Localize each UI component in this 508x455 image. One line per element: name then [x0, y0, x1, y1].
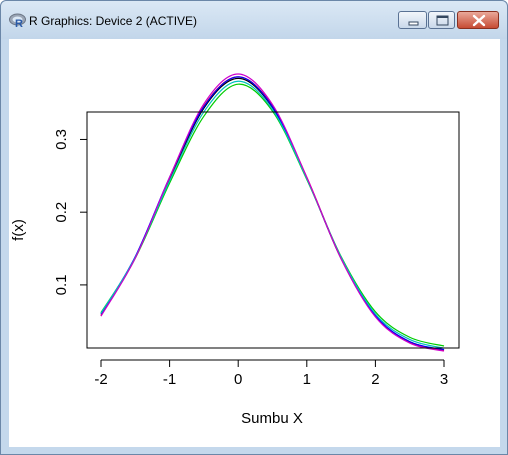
- x-tick-label: 0: [234, 371, 242, 388]
- maximize-icon: [436, 15, 449, 26]
- density-curve-2: [100, 76, 445, 351]
- window-title: R Graphics: Device 2 (ACTIVE): [29, 14, 198, 28]
- density-curve-6: [100, 73, 445, 352]
- density-curve-3: [100, 83, 445, 347]
- minimize-button[interactable]: [398, 11, 427, 29]
- svg-text:R: R: [15, 18, 23, 28]
- close-button[interactable]: [457, 11, 499, 29]
- y-tick-label: 0.1: [53, 274, 70, 295]
- title-bar[interactable]: R R Graphics: Device 2 (ACTIVE): [1, 1, 507, 39]
- density-curve-4: [100, 76, 445, 351]
- x-tick-label: 2: [371, 371, 379, 388]
- maximize-button[interactable]: [428, 11, 455, 29]
- density-plot: -2 -1 0 1 2 3 0.1 0.2 0.3 Sumbu X f(x): [10, 73, 460, 427]
- minimize-icon: [408, 21, 419, 26]
- x-tick-label: 1: [303, 371, 311, 388]
- x-tick-label: -1: [163, 371, 176, 388]
- graphics-device-canvas: -2 -1 0 1 2 3 0.1 0.2 0.3 Sumbu X f(x): [9, 39, 500, 447]
- x-tick-label: -2: [94, 371, 107, 388]
- close-icon: [472, 14, 486, 27]
- y-tick-label: 0.2: [53, 202, 70, 223]
- y-axis-label: f(x): [10, 219, 27, 241]
- x-tick-label: 3: [440, 371, 448, 388]
- density-curve-1: [100, 77, 445, 351]
- r-logo-icon: R: [9, 13, 26, 28]
- y-axis: 0.1 0.2 0.3: [53, 129, 88, 295]
- x-axis: -2 -1 0 1 2 3: [94, 359, 448, 388]
- y-tick-label: 0.3: [53, 129, 70, 150]
- density-curve-5: [100, 80, 445, 349]
- plot-curves: [100, 73, 445, 352]
- plot-frame: [86, 111, 460, 349]
- x-axis-label: Sumbu X: [241, 410, 303, 427]
